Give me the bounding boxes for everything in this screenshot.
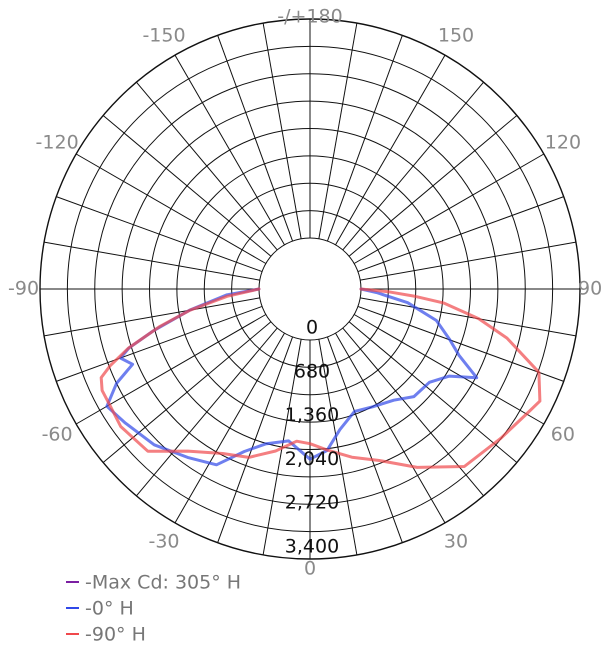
angle-label: -120 [36, 132, 79, 154]
angle-label: -150 [142, 25, 185, 47]
grid-ring [94, 73, 526, 505]
chart-legend: -Max Cd: 305° H -0° H -90° H [66, 572, 241, 646]
grid-ring [66, 45, 554, 533]
radial-tick-label: 3,400 [285, 536, 339, 558]
radial-tick-label: 0 [306, 317, 318, 339]
grid-outer-ring [39, 18, 581, 560]
radial-tick-label: 680 [294, 360, 330, 382]
angle-label: 120 [545, 132, 581, 154]
grid-ring [231, 210, 389, 368]
angle-label: 60 [551, 424, 575, 446]
grid-ring [203, 182, 417, 396]
legend-label: -0° H [85, 598, 134, 620]
legend-label: -Max Cd: 305° H [85, 572, 241, 594]
radial-tick-label: 2,040 [285, 448, 339, 470]
chart-labels: -/+180 150 120 90 60 30 0 -30 -60 -90 -120 -150 0 680… [8, 6, 601, 580]
radial-tick-label: 1,360 [285, 404, 339, 426]
angle-label: -/+180 [277, 6, 342, 28]
grid-ring [149, 128, 471, 450]
radial-tick-label: 2,720 [285, 492, 339, 514]
angle-label: -60 [42, 424, 73, 446]
angle-label: 150 [438, 25, 474, 47]
chart-grid [39, 18, 581, 560]
angle-label: 0 [304, 558, 316, 580]
angle-label: -30 [148, 530, 179, 552]
angle-label: 90 [578, 278, 601, 300]
chart-series [99, 287, 542, 469]
series-line-2 [105, 287, 479, 467]
grid-ring [121, 100, 499, 478]
angle-label: -90 [8, 278, 39, 300]
series-line-3 [99, 287, 542, 469]
angle-label: 30 [444, 530, 468, 552]
grid-ring [176, 155, 444, 423]
legend-label: -90° H [85, 624, 146, 646]
